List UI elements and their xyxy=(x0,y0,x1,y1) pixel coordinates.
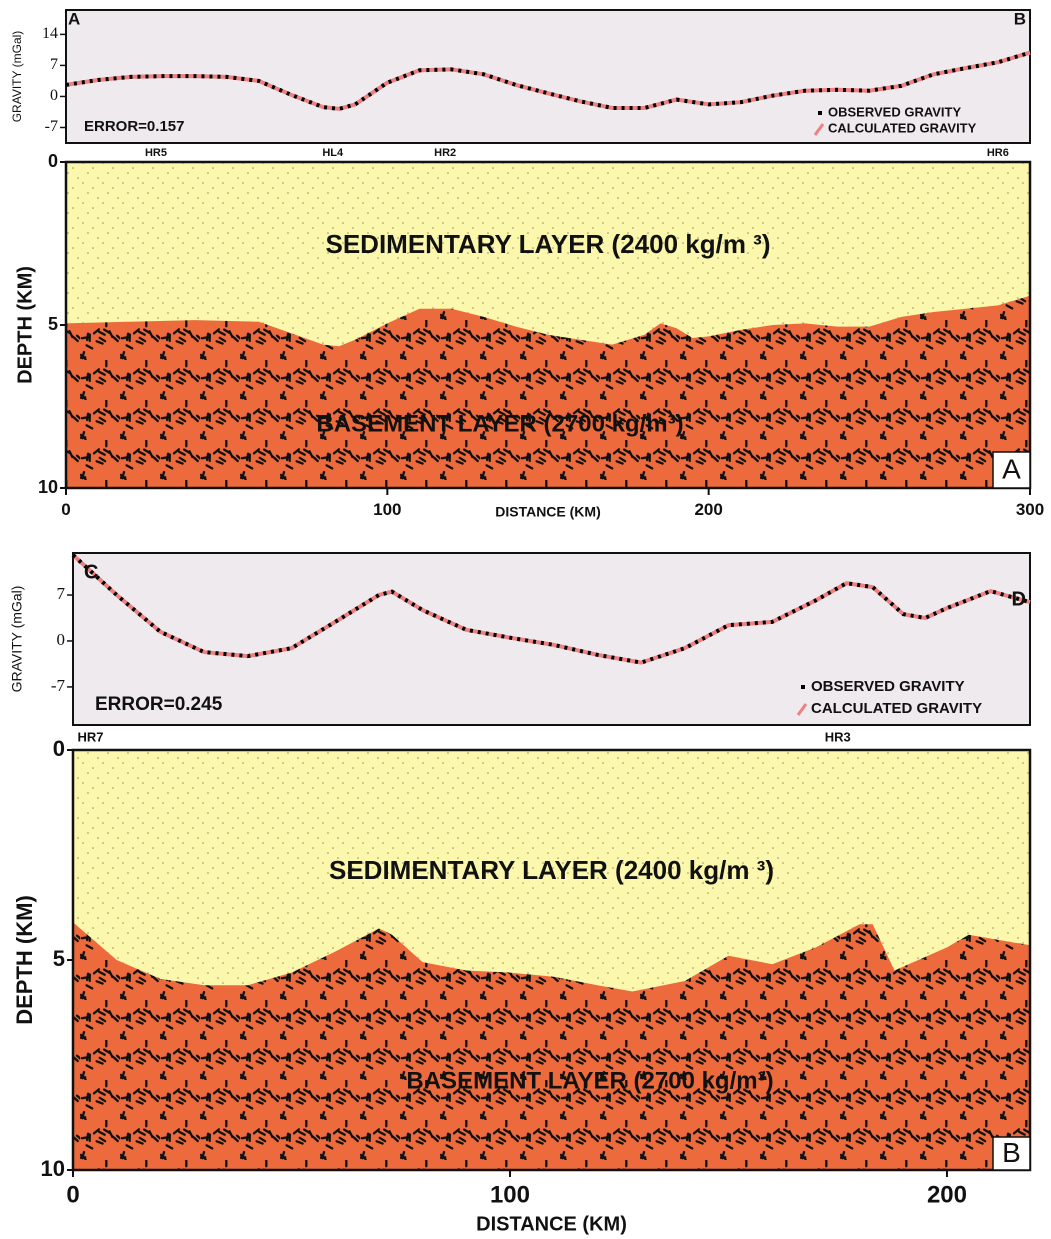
station-label: HR6 xyxy=(987,147,1009,159)
y-tick-label: 0 xyxy=(50,87,58,104)
y-tick-label: 10 xyxy=(38,477,58,497)
station-label: HR7 xyxy=(77,729,103,744)
layer-label: BASEMENT LAYER (2700 kg/m³) xyxy=(406,1067,773,1094)
x-axis-label: DISTANCE (KM) xyxy=(495,504,601,520)
y-tick-label: 0 xyxy=(53,736,65,761)
panel-tag: A xyxy=(1002,453,1021,484)
error-label: ERROR=0.245 xyxy=(95,694,223,715)
layer-label: BASEMENT LAYER (2700 kg/m³) xyxy=(316,410,683,437)
station-label: HR3 xyxy=(825,729,851,744)
panel-tag: B xyxy=(1002,1137,1021,1168)
legend-label: CALCULATED GRAVITY xyxy=(811,700,982,717)
profile-start-label: A xyxy=(68,9,80,28)
y-tick-label: 10 xyxy=(41,1156,65,1181)
profile-end-label: D xyxy=(1012,588,1026,610)
legend-marker xyxy=(801,685,805,689)
x-tick-label: 300 xyxy=(1016,500,1044,519)
y-tick-label: 0 xyxy=(57,630,66,649)
layer-label: SEDIMENTARY LAYER (2400 kg/m ³) xyxy=(326,229,771,259)
figure: 1470-7CALCULATED GRAVITYOBSERVED GRAVITY… xyxy=(0,0,1051,1239)
profile-end-label: B xyxy=(1014,9,1026,28)
legend-label: CALCULATED GRAVITY xyxy=(828,120,977,135)
y-axis-label: DEPTH (KM) xyxy=(12,895,37,1025)
y-tick-label: 0 xyxy=(48,151,58,171)
station-label: HR2 xyxy=(434,147,456,159)
x-tick-label: 100 xyxy=(373,500,401,519)
y-axis-label: GRAVITY (mGal) xyxy=(9,586,25,693)
x-axis-label: DISTANCE (KM) xyxy=(476,1213,627,1235)
legend-label: OBSERVED GRAVITY xyxy=(828,104,961,119)
station-label: HR5 xyxy=(145,147,167,159)
station-label: HL4 xyxy=(322,147,344,159)
error-label: ERROR=0.157 xyxy=(84,118,184,135)
layer-label: SEDIMENTARY LAYER (2400 kg/m ³) xyxy=(329,855,774,885)
y-tick-label: 7 xyxy=(57,584,66,603)
legend-label: OBSERVED GRAVITY xyxy=(811,678,965,695)
x-tick-label: 200 xyxy=(694,500,722,519)
y-tick-label: 7 xyxy=(50,56,58,73)
legend-marker xyxy=(818,111,822,115)
x-tick-label: 100 xyxy=(490,1181,530,1208)
y-tick-label: -7 xyxy=(45,118,58,135)
y-axis-label: GRAVITY (mGal) xyxy=(10,31,24,123)
profile-start-label: C xyxy=(84,561,98,583)
y-tick-label: 14 xyxy=(42,25,58,42)
x-tick-label: 0 xyxy=(61,500,70,519)
y-tick-label: 5 xyxy=(53,946,65,971)
y-tick-label: -7 xyxy=(51,676,66,695)
y-axis-label: DEPTH (KM) xyxy=(14,266,36,384)
x-tick-label: 0 xyxy=(66,1181,79,1208)
y-tick-label: 5 xyxy=(48,314,58,334)
x-tick-label: 200 xyxy=(927,1181,967,1208)
